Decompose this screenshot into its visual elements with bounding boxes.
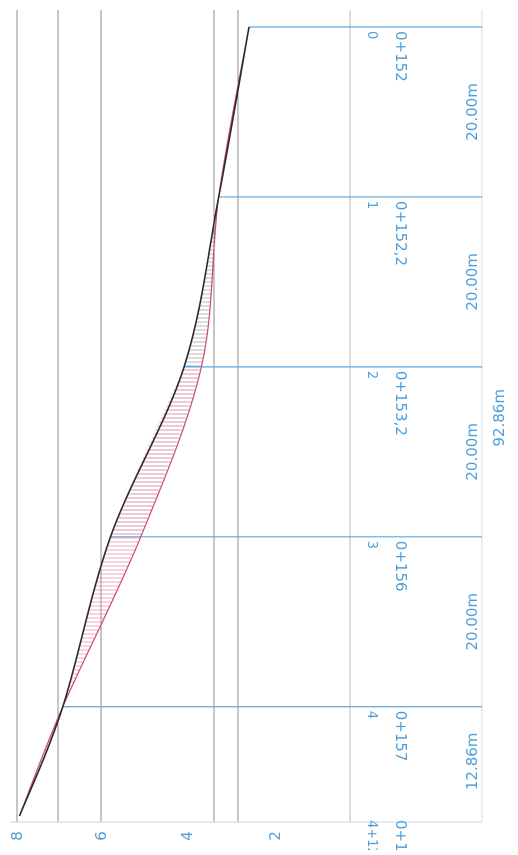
station-chainage-label: 0+152	[392, 31, 410, 82]
station-chainage-label: 0+157	[392, 711, 410, 762]
station-chainage-label: 0+156	[392, 541, 410, 592]
cut-fill-areas	[19, 196, 219, 816]
elevation-tick-label: 2	[266, 831, 284, 841]
station-index-label: 1	[364, 201, 379, 209]
profile-lines	[18, 26, 250, 817]
station-index-label: 4+12.86	[364, 820, 379, 850]
station-chainage-label: 0+158,2	[392, 820, 410, 850]
station-index-label: 3	[364, 541, 379, 549]
elevation-tick-label: 8	[8, 831, 26, 841]
fill-area-hatch	[19, 366, 202, 816]
segment-length-label: 20.00m	[463, 83, 481, 141]
station-index-label: 2	[364, 371, 379, 379]
station-lines	[62, 26, 482, 708]
profile-labels: 0 0+152 1 0+152,2 2 0+153,2 3 0+156 4 0+157 4+12.8…	[8, 31, 508, 855]
elevation-grid	[10, 10, 483, 823]
segment-length-label: 20.00m	[463, 253, 481, 311]
station-chainage-label: 0+153,2	[392, 371, 410, 436]
station-index-label: 4	[364, 711, 379, 719]
total-length-label: 92.86m	[490, 389, 508, 447]
station-index-label: 0	[364, 31, 379, 39]
segment-length-label: 12.86m	[463, 733, 481, 791]
elevation-tick-label: 4	[178, 831, 196, 841]
segment-length-label: 20.00m	[463, 593, 481, 651]
design-grade-line	[18, 26, 250, 817]
terrain-line	[18, 26, 250, 817]
elevation-tick-label: 6	[92, 831, 110, 841]
segment-length-label: 20.00m	[463, 423, 481, 481]
station-chainage-label: 0+152,2	[392, 201, 410, 266]
